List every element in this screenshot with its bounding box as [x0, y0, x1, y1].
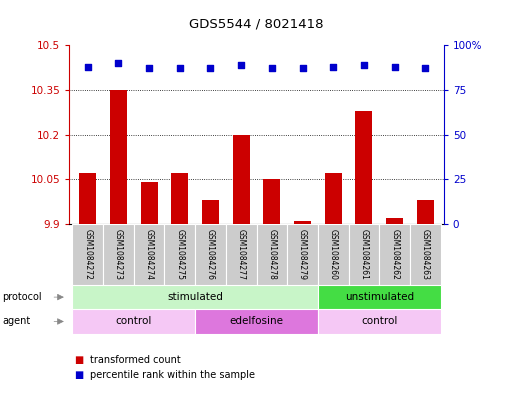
Text: transformed count: transformed count [90, 354, 181, 365]
Point [145, 65, 153, 72]
Text: GSM1084273: GSM1084273 [114, 229, 123, 280]
Text: control: control [361, 316, 398, 327]
Text: agent: agent [3, 316, 31, 327]
Text: GSM1084275: GSM1084275 [175, 229, 184, 280]
FancyBboxPatch shape [410, 224, 441, 285]
Text: GSM1084277: GSM1084277 [236, 229, 246, 280]
FancyBboxPatch shape [195, 224, 226, 285]
Point [299, 65, 307, 72]
Text: GSM1084279: GSM1084279 [298, 229, 307, 280]
Text: GSM1084278: GSM1084278 [267, 229, 277, 280]
Point [329, 64, 338, 70]
Bar [356, 111, 372, 224]
Bar [294, 221, 311, 224]
FancyBboxPatch shape [72, 224, 103, 285]
Text: GSM1084261: GSM1084261 [360, 229, 368, 280]
Point [206, 65, 214, 72]
Text: GSM1084276: GSM1084276 [206, 229, 215, 280]
Bar [417, 200, 434, 224]
Point [421, 65, 429, 72]
FancyBboxPatch shape [164, 224, 195, 285]
Text: GDS5544 / 8021418: GDS5544 / 8021418 [189, 18, 324, 31]
FancyBboxPatch shape [226, 224, 256, 285]
Point [84, 64, 92, 70]
Point [268, 65, 276, 72]
Text: ■: ■ [74, 370, 84, 380]
Point [175, 65, 184, 72]
FancyBboxPatch shape [318, 224, 349, 285]
Text: GSM1084272: GSM1084272 [83, 229, 92, 280]
Text: GSM1084260: GSM1084260 [329, 229, 338, 280]
Bar [171, 173, 188, 224]
Bar [79, 173, 96, 224]
FancyBboxPatch shape [195, 309, 318, 334]
FancyBboxPatch shape [379, 224, 410, 285]
FancyBboxPatch shape [318, 309, 441, 334]
Bar [263, 179, 280, 224]
Text: percentile rank within the sample: percentile rank within the sample [90, 370, 255, 380]
Point [360, 62, 368, 68]
FancyBboxPatch shape [287, 224, 318, 285]
FancyBboxPatch shape [72, 285, 318, 309]
FancyBboxPatch shape [318, 285, 441, 309]
Text: protocol: protocol [3, 292, 42, 302]
Text: edelfosine: edelfosine [229, 316, 284, 327]
Bar [202, 200, 219, 224]
Bar [386, 218, 403, 224]
FancyBboxPatch shape [256, 224, 287, 285]
Point [114, 60, 123, 66]
FancyBboxPatch shape [134, 224, 164, 285]
FancyBboxPatch shape [103, 224, 134, 285]
FancyBboxPatch shape [349, 224, 379, 285]
Text: control: control [115, 316, 152, 327]
Text: stimulated: stimulated [167, 292, 223, 302]
Bar [325, 173, 342, 224]
Bar [233, 135, 250, 224]
Bar [141, 182, 157, 224]
Text: GSM1084274: GSM1084274 [145, 229, 153, 280]
FancyBboxPatch shape [72, 309, 195, 334]
Text: GSM1084262: GSM1084262 [390, 229, 399, 280]
Point [237, 62, 245, 68]
Text: unstimulated: unstimulated [345, 292, 414, 302]
Text: ■: ■ [74, 354, 84, 365]
Text: GSM1084263: GSM1084263 [421, 229, 430, 280]
Point [390, 64, 399, 70]
Bar [110, 90, 127, 224]
